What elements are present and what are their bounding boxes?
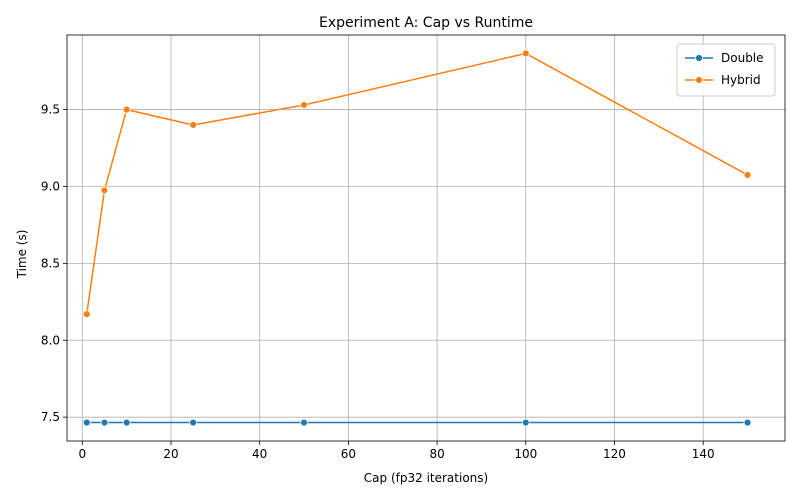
series-double <box>82 418 752 427</box>
data-point-double <box>122 418 131 427</box>
y-tick-label: 8.0 <box>41 333 60 347</box>
legend-item-hybrid: Hybrid <box>685 73 761 87</box>
chart-title: Experiment A: Cap vs Runtime <box>319 15 533 31</box>
y-tick-label: 9.5 <box>41 103 60 117</box>
x-tick-label: 140 <box>692 447 715 461</box>
data-point-double <box>100 418 109 427</box>
data-point-hybrid <box>521 49 530 58</box>
data-point-double <box>300 418 308 427</box>
x-tick-label: 80 <box>429 447 444 461</box>
axis-ticks: 0 20 40 60 80 100 120 140 7.5 8.0 8.5 9.0 9.5 <box>41 103 715 461</box>
legend-item-double: Double <box>685 51 764 65</box>
y-tick-label: 7.5 <box>41 410 60 424</box>
x-tick-label: 100 <box>514 447 537 461</box>
legend: Double Hybrid <box>676 43 776 97</box>
plot-series <box>82 49 752 427</box>
data-point-double <box>743 418 752 427</box>
data-point-double <box>189 418 198 427</box>
series-hybrid <box>82 49 752 319</box>
data-point-hybrid <box>300 101 308 109</box>
grid <box>67 35 785 441</box>
x-tick-label: 20 <box>163 447 178 461</box>
y-tick-label: 8.5 <box>41 256 60 270</box>
data-point-hybrid <box>82 310 91 319</box>
x-tick-label: 120 <box>603 447 626 461</box>
data-point-double <box>521 418 530 427</box>
data-point-hybrid <box>189 121 198 129</box>
x-tick-label: 0 <box>78 447 86 461</box>
y-tick-label: 9.0 <box>41 179 60 193</box>
plot-frame <box>66 34 786 442</box>
legend-label: Double <box>721 51 764 65</box>
legend-label: Hybrid <box>721 73 761 87</box>
data-point-hybrid <box>743 171 752 179</box>
x-tick-label: 40 <box>252 447 267 461</box>
data-point-hybrid <box>100 186 109 195</box>
data-point-double <box>82 418 91 427</box>
legend-swatch-marker <box>695 54 703 62</box>
data-point-hybrid <box>122 105 131 114</box>
y-axis-label: Time (s) <box>15 230 29 280</box>
x-axis-label: Cap (fp32 iterations) <box>364 471 488 485</box>
x-tick-label: 60 <box>341 447 356 461</box>
legend-swatch-marker <box>695 76 703 84</box>
